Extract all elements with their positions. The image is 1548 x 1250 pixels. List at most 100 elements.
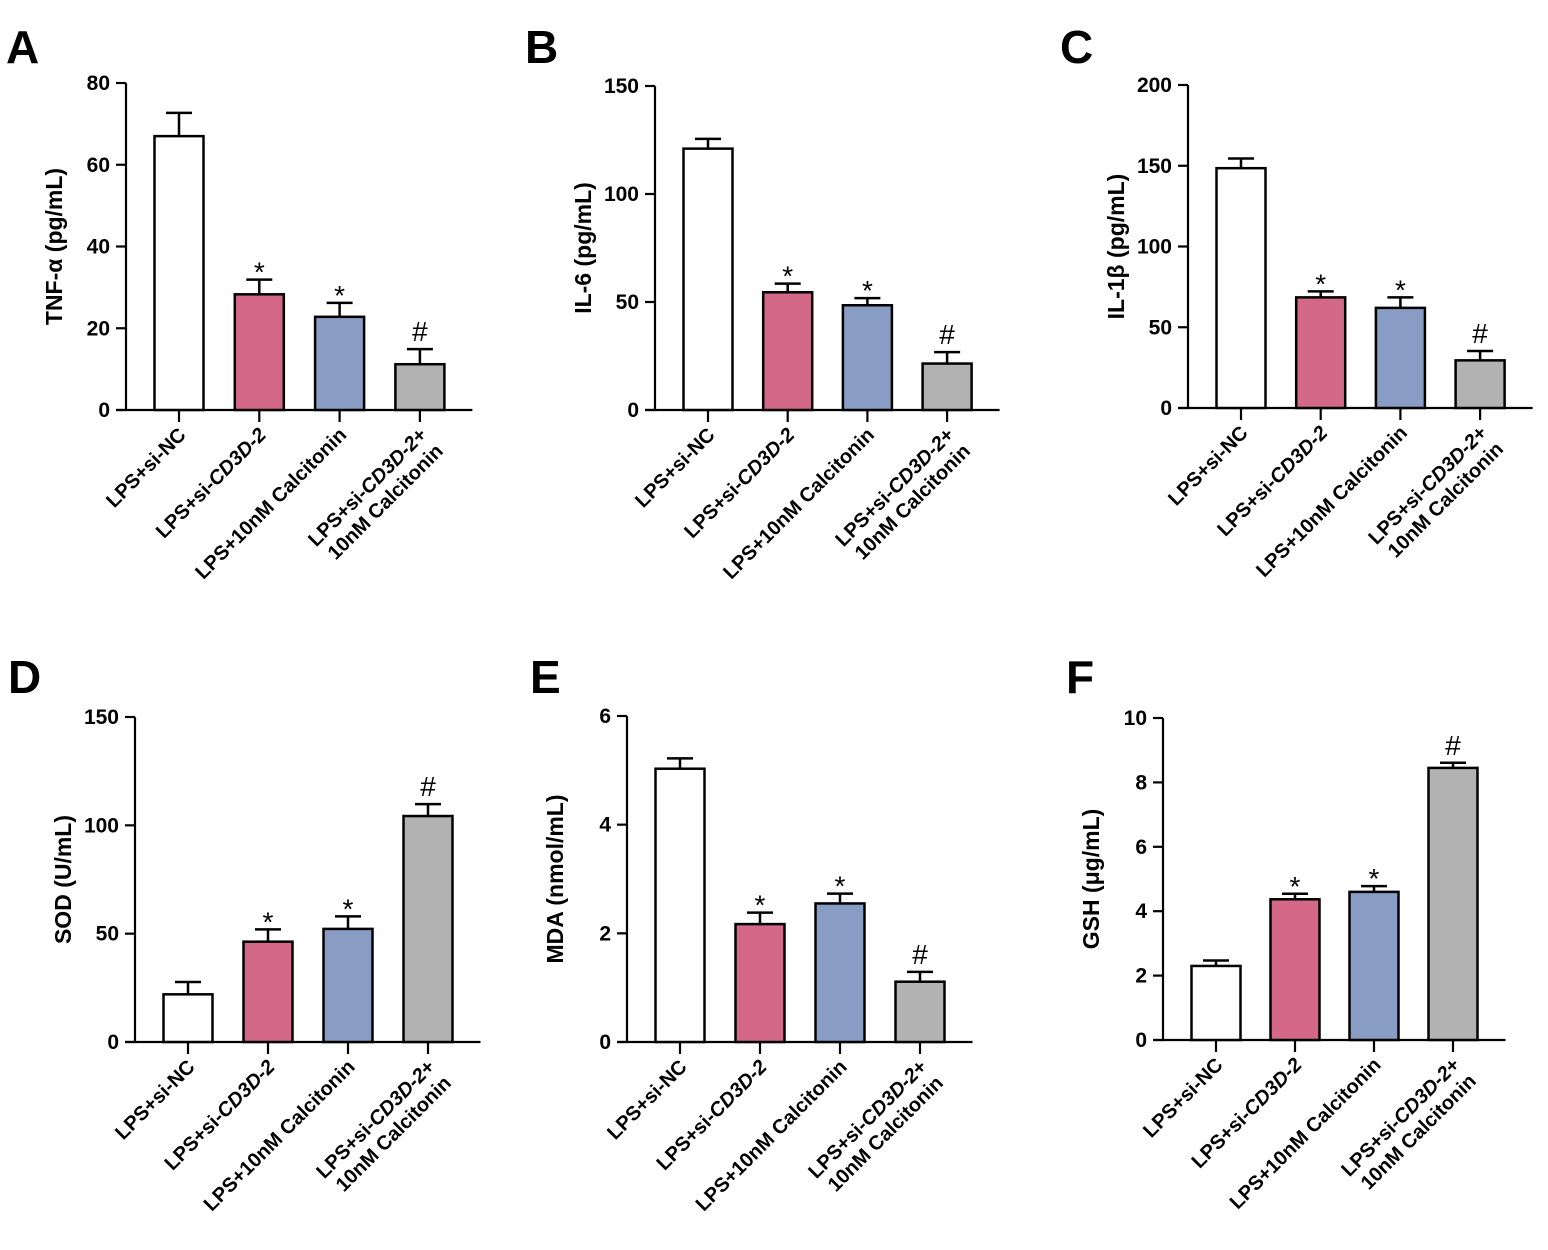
y-tick-label: 0 <box>599 1031 611 1054</box>
x-category-label-line: LPS+10nM Calcitonin <box>1226 1054 1386 1214</box>
x-category-label-line: LPS+si-NC <box>603 1056 691 1144</box>
significance-asterisk: * <box>782 261 793 292</box>
y-tick-label: 80 <box>87 72 110 95</box>
y-tick-label: 4 <box>1135 900 1147 923</box>
x-category-label: LPS+si-NC <box>603 1056 691 1144</box>
panel-letter: E <box>530 651 561 703</box>
panel-letter: F <box>1066 651 1094 703</box>
x-category-label-line: LPS+si-NC <box>1164 422 1252 510</box>
bar <box>1215 166 1267 410</box>
y-tick-label: 50 <box>1149 316 1172 339</box>
x-category-label: LPS+si-NC <box>631 424 719 512</box>
significance-hash: # <box>420 771 436 802</box>
significance-hash: # <box>412 316 428 347</box>
bar <box>242 940 294 1044</box>
x-category-label: LPS+10nM Calcitonin <box>200 1056 360 1216</box>
x-category-label: LPS+si-NC <box>1139 1054 1227 1142</box>
x-category-label: LPS+10nM Calcitonin <box>719 424 879 584</box>
bar <box>1269 898 1321 1042</box>
y-tick-label: 40 <box>87 236 110 259</box>
significance-hash: # <box>912 939 928 970</box>
bar <box>734 922 786 1044</box>
bar <box>761 291 814 412</box>
significance-asterisk: * <box>755 890 766 921</box>
y-tick-label: 8 <box>1135 771 1147 794</box>
x-category-label-line: LPS+si-NC <box>1139 1054 1227 1142</box>
x-category-label-line: LPS+si-NC <box>102 424 190 512</box>
x-category-label-line: LPS+10nM Calcitonin <box>191 424 351 584</box>
y-tick-label: 150 <box>1137 155 1172 178</box>
bar <box>654 767 706 1044</box>
significance-asterisk: * <box>1369 863 1380 894</box>
bar <box>394 362 446 412</box>
x-category-label-line: LPS+si-NC <box>631 424 719 512</box>
bar <box>682 147 734 412</box>
panel-letter: D <box>8 651 41 703</box>
bar <box>402 814 454 1044</box>
y-tick-label: 2 <box>1135 965 1147 988</box>
y-tick-label: 4 <box>599 814 611 837</box>
y-axis-title: TNF-α (pg/mL) <box>41 168 67 325</box>
y-axis-title: IL-6 (pg/mL) <box>570 182 596 314</box>
panel-letter: A <box>6 21 39 73</box>
y-tick-label: 2 <box>599 922 611 945</box>
y-tick-label: 150 <box>604 75 639 98</box>
bar <box>1374 306 1427 410</box>
y-tick-label: 100 <box>1137 236 1172 259</box>
significance-asterisk: * <box>334 280 345 311</box>
y-tick-label: 60 <box>87 154 110 177</box>
bar <box>1454 359 1506 410</box>
significance-asterisk: * <box>254 257 265 288</box>
y-tick-label: 50 <box>96 923 119 946</box>
significance-asterisk: * <box>835 871 846 902</box>
y-axis-title: GSH (μg/mL) <box>1078 809 1104 950</box>
significance-hash: # <box>1445 730 1461 761</box>
bar <box>1427 766 1479 1042</box>
x-category-label-line: LPS+10nM Calcitonin <box>719 424 879 584</box>
bar <box>153 134 205 412</box>
x-category-label: LPS+si-NC <box>111 1056 199 1144</box>
bar <box>1348 890 1400 1042</box>
bar <box>814 902 866 1044</box>
bar <box>1294 296 1347 410</box>
significance-asterisk: * <box>1290 871 1301 902</box>
y-axis-title: SOD (U/mL) <box>50 815 76 944</box>
y-axis-title: IL-1β (pg/mL) <box>1103 174 1129 320</box>
y-tick-label: 50 <box>616 291 639 314</box>
significance-asterisk: * <box>343 893 354 924</box>
y-tick-label: 6 <box>599 705 611 728</box>
bar <box>313 315 366 412</box>
y-tick-label: 20 <box>87 317 110 340</box>
y-tick-label: 0 <box>1160 397 1172 420</box>
y-tick-label: 0 <box>627 399 639 422</box>
x-category-label: LPS+si-NC <box>102 424 190 512</box>
significance-asterisk: * <box>263 906 274 937</box>
y-tick-label: 150 <box>84 706 119 729</box>
y-tick-label: 200 <box>1137 74 1172 97</box>
panel-letter: C <box>1060 21 1093 73</box>
significance-hash: # <box>1472 318 1488 349</box>
x-category-label: LPS+10nM Calcitonin <box>1226 1054 1386 1214</box>
bar <box>921 362 973 412</box>
x-category-label: LPS+10nM Calcitonin <box>191 424 351 584</box>
x-category-label-line: LPS+10nM Calcitonin <box>200 1056 360 1216</box>
bar <box>841 303 894 412</box>
y-tick-label: 10 <box>1124 707 1147 730</box>
bar <box>1190 964 1242 1042</box>
x-category-label: LPS+si-NC <box>1164 422 1252 510</box>
significance-asterisk: * <box>1315 268 1326 299</box>
x-category-label-line: LPS+10nM Calcitonin <box>692 1056 852 1216</box>
y-axis-title: MDA (nmol/mL) <box>542 794 568 963</box>
y-tick-label: 6 <box>1135 836 1147 859</box>
significance-asterisk: * <box>1395 274 1406 305</box>
y-tick-label: 100 <box>604 183 639 206</box>
panel-letter: B <box>525 21 558 73</box>
panel-c: C 0 50 100 150 200 IL-1β (pg/mL) LPS+si-NC * LPS+… <box>1060 21 1533 582</box>
x-category-label: LPS+10nM Calcitonin <box>692 1056 852 1216</box>
bar <box>162 993 214 1044</box>
